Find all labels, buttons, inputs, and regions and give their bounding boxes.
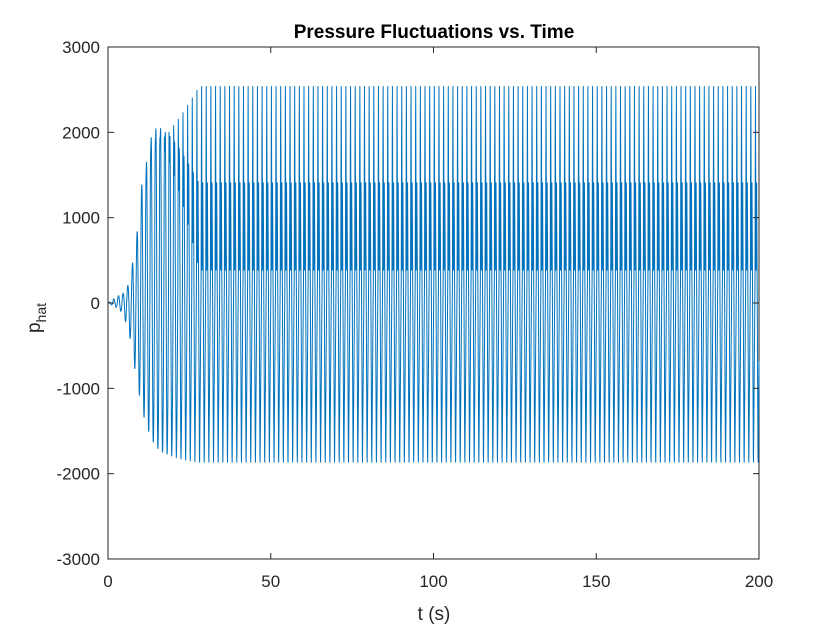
y-axis-label: phat — [24, 303, 49, 333]
x-axis-label: t (s) — [418, 604, 451, 625]
x-tick-label: 100 — [419, 572, 447, 591]
y-tick-label: 0 — [91, 294, 100, 313]
plot-area — [107, 46, 760, 560]
x-tick-label: 150 — [582, 572, 610, 591]
y-tick-label: -2000 — [57, 465, 100, 484]
y-tick-label: -1000 — [57, 379, 100, 398]
chart-title: Pressure Fluctuations vs. Time — [294, 22, 575, 43]
axis-ticks: 0 50 100 150 200 -3000 -2000 -1000 0 1000 2000 3000 — [57, 38, 774, 591]
y-tick-label: 1000 — [62, 209, 100, 228]
y-axis-label-main: p — [24, 322, 45, 333]
y-tick-label: 3000 — [62, 38, 100, 57]
x-tick-label: 0 — [103, 572, 112, 591]
series-line — [107, 86, 760, 463]
x-tick-label: 50 — [261, 572, 280, 591]
y-tick-label: -3000 — [57, 550, 100, 569]
x-tick-label: 200 — [745, 572, 773, 591]
y-tick-label: 2000 — [62, 123, 100, 142]
y-axis-label-subscript: hat — [33, 303, 49, 323]
